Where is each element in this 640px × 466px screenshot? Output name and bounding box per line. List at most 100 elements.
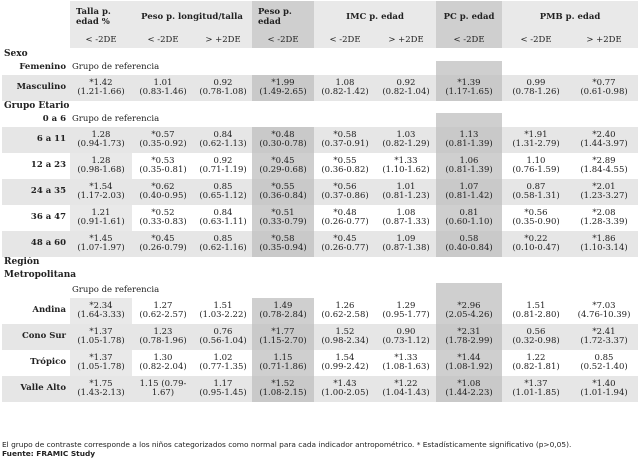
odds-ratio: *0.53 bbox=[151, 155, 175, 166]
data-cell: *1.33 (1.08-1.63) bbox=[376, 350, 436, 376]
data-row: Masculino *1.42 (1.21-1.66) 1.01 (0.83-1.46)… bbox=[2, 75, 639, 101]
data-cell: 1.30 (0.82-2.04) bbox=[132, 350, 194, 376]
row-label: 6 a 11 bbox=[2, 127, 70, 153]
header-row: Talla p. edad % Peso p. longitud/talla Pes… bbox=[2, 1, 639, 34]
footnote: El grupo de contraste corresponde a los … bbox=[2, 440, 572, 449]
data-cell: 0.84 (0.63-1.11) bbox=[194, 205, 252, 231]
confidence-interval: (0.62-2.57) bbox=[139, 310, 187, 320]
row-label: Masculino bbox=[2, 75, 70, 101]
confidence-interval: (0.62-2.58) bbox=[321, 310, 369, 320]
row-label: 0 a 6 bbox=[42, 114, 66, 125]
odds-ratio: 1.13 bbox=[459, 129, 479, 140]
confidence-interval: (2.05-4.26) bbox=[445, 310, 493, 320]
data-row: 24 a 35 *1.54 (1.17-2.03) *0.62 (0.40-0.95) 0… bbox=[2, 179, 639, 205]
data-cell: 1.51 (0.81-2.80) bbox=[502, 298, 570, 324]
data-cell: 0.90 (0.73-1.12) bbox=[376, 324, 436, 350]
confidence-interval: (0.81-2.80) bbox=[512, 310, 560, 320]
data-cell: *0.58 (0.35-0.94) bbox=[252, 231, 314, 257]
data-cell: 0.58 (0.40-0.84) bbox=[436, 231, 502, 257]
confidence-interval: (0.82-1.29) bbox=[382, 139, 430, 149]
odds-ratio: 1.27 bbox=[153, 300, 173, 311]
odds-ratio: 1.15 bbox=[273, 352, 293, 363]
confidence-interval: (0.35-0.81) bbox=[139, 165, 187, 175]
odds-ratio: *0.57 bbox=[151, 129, 175, 140]
data-cell: *1.33 (1.10-1.62) bbox=[376, 153, 436, 179]
section-row: Grupo Etario bbox=[2, 101, 638, 113]
odds-ratio: 0.81 bbox=[459, 207, 479, 218]
data-cell: *1.37 (1.01-1.85) bbox=[502, 376, 570, 402]
confidence-interval: (0.81-1.39) bbox=[445, 139, 493, 149]
odds-ratio: *1.52 bbox=[271, 378, 295, 389]
data-cell: 1.51 (1.03-2.22) bbox=[194, 298, 252, 324]
confidence-interval: (4.76-10.39) bbox=[577, 310, 631, 320]
confidence-interval: 1.67) bbox=[151, 388, 175, 398]
confidence-interval: (0.26-0.77) bbox=[321, 243, 369, 253]
row-label: Cono Sur bbox=[2, 324, 70, 350]
empty-cell bbox=[570, 283, 638, 298]
odds-ratio: *2.34 bbox=[89, 300, 113, 311]
empty-cell bbox=[314, 61, 376, 75]
section-row: Sexo bbox=[2, 48, 638, 61]
odds-ratio: *1.37 bbox=[89, 352, 113, 363]
confidence-interval: (0.37-0.91) bbox=[321, 139, 369, 149]
data-cell: 1.21 (0.91-1.61) bbox=[70, 205, 132, 231]
odds-ratio: 0.76 bbox=[213, 326, 233, 337]
header-group: Peso p. longitud/talla bbox=[132, 1, 252, 34]
data-cell: 1.28 (0.98-1.68) bbox=[70, 153, 132, 179]
confidence-interval: (0.98-2.34) bbox=[321, 336, 369, 346]
data-cell: *1.52 (1.08-2.15) bbox=[252, 376, 314, 402]
confidence-interval: (0.33-0.83) bbox=[139, 217, 187, 227]
data-cell: 1.15 (0.71-1.86) bbox=[252, 350, 314, 376]
odds-ratio: *0.62 bbox=[151, 181, 175, 192]
data-cell: *0.77 (0.61-0.98) bbox=[570, 75, 639, 101]
data-cell: *7.03 (4.76-10.39) bbox=[570, 298, 638, 324]
odds-ratio: 1.03 bbox=[396, 129, 416, 140]
data-cell: *0.56 (0.35-0.90) bbox=[502, 205, 570, 231]
confidence-interval: (1.15-2.70) bbox=[259, 336, 307, 346]
data-cell: 1.10 (0.76-1.59) bbox=[502, 153, 570, 179]
row-label: 36 a 47 bbox=[30, 212, 66, 223]
confidence-interval: (1.78-2.99) bbox=[445, 336, 493, 346]
confidence-interval: (1.17-2.03) bbox=[77, 191, 125, 201]
empty-cell bbox=[502, 61, 570, 75]
data-cell: *1.43 (1.00-2.05) bbox=[314, 376, 376, 402]
confidence-interval: (1.49-2.65) bbox=[259, 87, 307, 97]
data-cell: 0.92 (0.71-1.19) bbox=[194, 153, 252, 179]
odds-ratio: *1.99 bbox=[271, 77, 295, 88]
data-cell: *2.34 (1.64-3.33) bbox=[70, 298, 132, 324]
odds-ratio: *1.86 bbox=[592, 233, 616, 244]
data-cell: *0.56 (0.37-0.86) bbox=[314, 179, 376, 205]
odds-ratio: 1.02 bbox=[213, 352, 233, 363]
header-corner bbox=[2, 1, 70, 34]
odds-ratio: 1.49 bbox=[273, 300, 293, 311]
confidence-interval: (0.99-2.42) bbox=[321, 362, 369, 372]
data-cell: *0.58 (0.37-0.91) bbox=[314, 127, 376, 153]
odds-ratio: 1.23 bbox=[153, 326, 173, 337]
data-cell: *1.40 (1.01-1.94) bbox=[570, 376, 639, 402]
odds-ratio: *7.03 bbox=[592, 300, 616, 311]
odds-ratio: *2.31 bbox=[457, 326, 481, 337]
confidence-interval: (1.04-1.43) bbox=[382, 388, 430, 398]
odds-ratio: 1.51 bbox=[213, 300, 233, 311]
confidence-interval: (1.84-4.55) bbox=[580, 165, 628, 175]
odds-ratio: *1.37 bbox=[89, 326, 113, 337]
subheader-cell: < -2DE bbox=[502, 34, 570, 48]
confidence-interval: (0.35-0.92) bbox=[139, 139, 187, 149]
data-cell: 0.85 (0.65-1.12) bbox=[194, 179, 252, 205]
data-cell: *1.22 (1.04-1.43) bbox=[376, 376, 436, 402]
section-title: Región bbox=[4, 257, 40, 268]
subheader-cell: > +2DE bbox=[194, 34, 252, 48]
confidence-interval: (0.36-0.84) bbox=[259, 191, 307, 201]
odds-ratio: 1.07 bbox=[459, 181, 479, 192]
confidence-interval: (0.56-1.04) bbox=[199, 336, 247, 346]
data-cell: 0.81 (0.60-1.10) bbox=[436, 205, 502, 231]
odds-ratio: 1.52 bbox=[335, 326, 355, 337]
reference-label: Grupo de referencia bbox=[72, 284, 160, 295]
reference-row: 0 a 6 Grupo de referencia bbox=[2, 113, 638, 127]
data-row: 48 a 60 *1.45 (1.07-1.97) *0.45 (0.26-0.79) 0… bbox=[2, 231, 639, 257]
odds-ratio: 0.99 bbox=[526, 77, 546, 88]
odds-ratio: *0.55 bbox=[333, 155, 357, 166]
odds-ratio: *0.58 bbox=[333, 129, 357, 140]
confidence-interval: (0.81-1.23) bbox=[382, 191, 430, 201]
header-group: PC p. edad bbox=[436, 1, 502, 34]
